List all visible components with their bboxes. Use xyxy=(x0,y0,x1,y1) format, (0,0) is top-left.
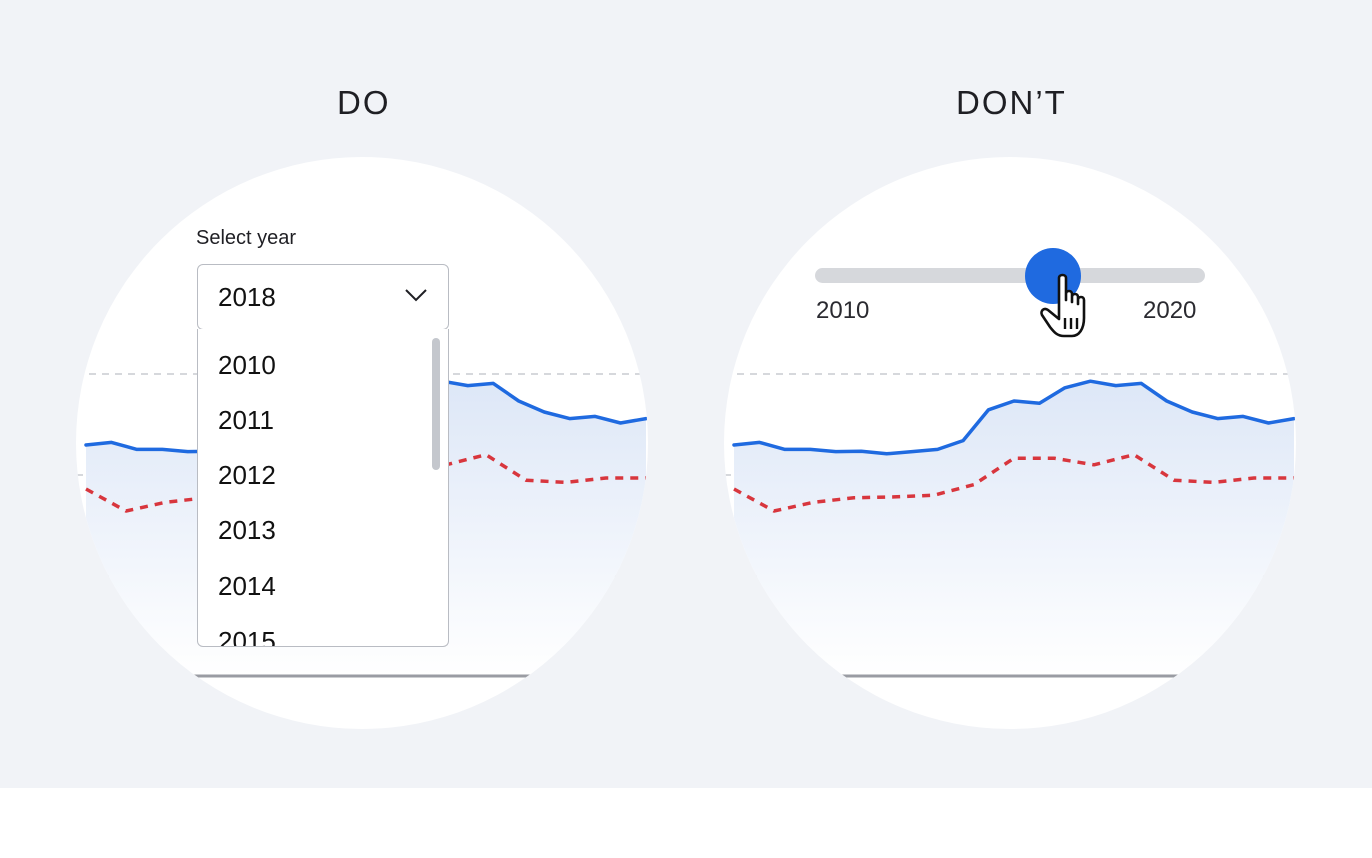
year-option[interactable]: 2010 xyxy=(218,350,276,380)
year-option[interactable]: 2015 xyxy=(218,626,276,647)
do-title: DO xyxy=(337,84,391,121)
do-panel: Select year 2018 2010 2011 2012 2013 201… xyxy=(76,157,648,729)
dont-panel: 2010 2020 xyxy=(724,157,1296,729)
hand-pointer-icon xyxy=(1040,273,1086,338)
chevron-down-icon[interactable] xyxy=(404,287,428,303)
year-option[interactable]: 2012 xyxy=(218,460,276,490)
year-option[interactable]: 2014 xyxy=(218,571,276,601)
year-option[interactable]: 2011 xyxy=(218,405,274,435)
selected-year: 2018 xyxy=(218,282,276,312)
series-line-primary xyxy=(732,379,1296,456)
year-slider-track[interactable] xyxy=(815,268,1205,283)
dont-title: DON’T xyxy=(956,84,1067,121)
slider-min-label: 2010 xyxy=(816,297,870,324)
year-select[interactable]: 2018 xyxy=(197,264,449,330)
line-chart xyxy=(724,373,1296,678)
slider-max-label: 2020 xyxy=(1143,297,1197,324)
series-area xyxy=(734,381,1294,676)
year-option[interactable]: 2013 xyxy=(218,515,276,545)
select-year-label: Select year xyxy=(196,227,297,249)
dropdown-scrollbar[interactable] xyxy=(432,338,440,470)
canvas-background: DO DON’T Select year 2018 2010 2011 2012… xyxy=(0,0,1372,788)
year-dropdown-list: 2010 2011 2012 2013 2014 2015 xyxy=(197,329,449,647)
